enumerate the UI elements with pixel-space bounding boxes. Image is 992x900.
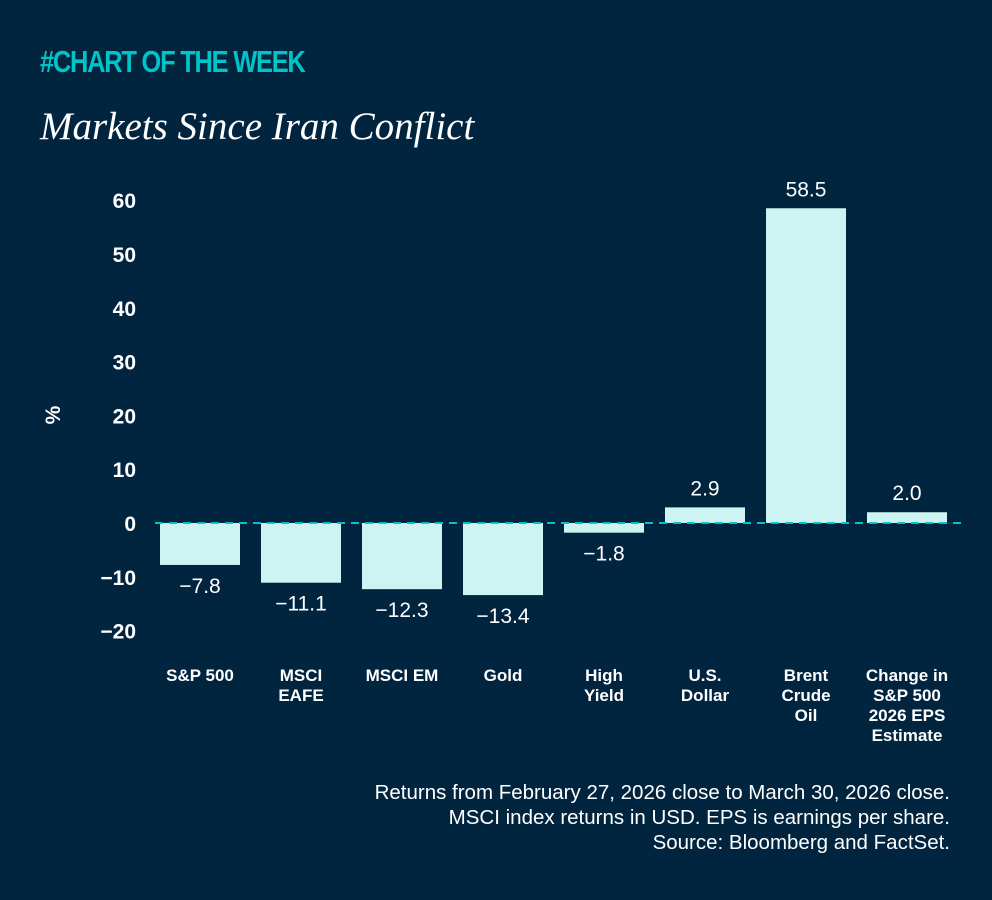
- chart-footnote: Returns from February 27, 2026 close to …: [375, 780, 950, 855]
- y-tick-label: 60: [113, 190, 136, 213]
- data-label: −1.8: [583, 543, 624, 566]
- chart-kicker: #CHART OF THE WEEK: [40, 44, 306, 79]
- bar: [463, 523, 543, 596]
- x-tick-label: 2026 EPS: [869, 706, 946, 725]
- bar: [160, 523, 240, 565]
- x-tick-label: Gold: [484, 666, 523, 685]
- data-label: −12.3: [375, 599, 428, 622]
- x-tick-label: Brent: [784, 666, 829, 685]
- footnote-line: Source: Bloomberg and FactSet.: [652, 831, 950, 854]
- bar: [261, 523, 341, 583]
- y-tick-label: 20: [113, 405, 136, 428]
- x-tick-label: High: [585, 666, 623, 685]
- y-tick-label: 0: [124, 513, 136, 536]
- x-tick-label: S&P 500: [873, 686, 941, 705]
- footnote-line: Returns from February 27, 2026 close to …: [374, 781, 950, 804]
- bar: [564, 523, 644, 533]
- y-tick-label: −20: [100, 621, 136, 644]
- y-axis-label: %: [42, 405, 65, 424]
- bar: [766, 208, 846, 523]
- y-tick-label: 40: [113, 298, 136, 321]
- data-label: −7.8: [179, 575, 220, 598]
- x-tick-label: Yield: [584, 686, 624, 705]
- x-tick-label: Estimate: [872, 726, 943, 745]
- x-tick-label: Dollar: [681, 686, 730, 705]
- bar: [867, 512, 947, 523]
- x-tick-label: U.S.: [688, 666, 721, 685]
- x-tick-label: S&P 500: [166, 666, 234, 685]
- y-tick-label: 30: [113, 352, 136, 375]
- y-tick-label: 50: [113, 244, 136, 267]
- chart-title: Markets Since Iran Conflict: [40, 105, 475, 148]
- data-label: −11.1: [275, 593, 327, 616]
- x-tick-label: Oil: [795, 706, 818, 725]
- footnote-line: MSCI index returns in USD. EPS is earnin…: [448, 806, 950, 829]
- y-tick-label: −10: [100, 567, 136, 590]
- bar: [362, 523, 442, 590]
- x-tick-label: Crude: [781, 686, 830, 705]
- x-tick-label: MSCI: [280, 666, 323, 685]
- y-tick-label: 10: [113, 459, 136, 482]
- bar: [665, 507, 745, 523]
- data-label: −13.4: [476, 605, 529, 628]
- x-tick-label: EAFE: [278, 686, 323, 705]
- data-label: 2.0: [892, 482, 921, 505]
- x-tick-label: Change in: [866, 666, 948, 685]
- data-label: 58.5: [786, 178, 827, 201]
- x-tick-label: MSCI EM: [366, 666, 439, 685]
- data-label: 2.9: [690, 477, 719, 500]
